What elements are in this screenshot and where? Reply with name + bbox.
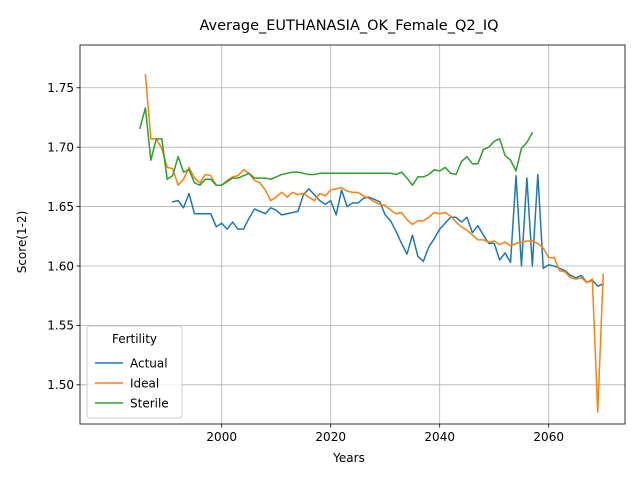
y-tick-label: 1.75 xyxy=(47,81,74,95)
legend-title: Fertility xyxy=(112,332,157,346)
series-layer xyxy=(139,73,605,413)
grid xyxy=(80,45,625,424)
y-tick-label: 1.70 xyxy=(47,140,74,154)
y-tick-label: 1.50 xyxy=(47,378,74,392)
x-tick-label: 2000 xyxy=(206,430,237,444)
x-tick-label: 2040 xyxy=(424,430,455,444)
y-tick-label: 1.55 xyxy=(47,319,74,333)
legend: Fertility Actual Ideal Sterile xyxy=(86,325,183,419)
x-tick-label: 2060 xyxy=(533,430,564,444)
series-line-sterile xyxy=(139,107,534,186)
y-tick-label: 1.60 xyxy=(47,259,74,273)
y-axis-label: Score(1-2) xyxy=(15,211,29,274)
chart-title: Average_EUTHANASIA_OK_Female_Q2_IQ xyxy=(199,18,498,34)
x-tick-label: 2020 xyxy=(315,430,346,444)
legend-label-sterile: Sterile xyxy=(130,396,169,410)
x-axis: 2000 2020 2040 2060 xyxy=(206,424,564,444)
legend-box xyxy=(86,325,183,419)
x-axis-label: Years xyxy=(332,451,365,465)
legend-label-ideal: Ideal xyxy=(130,376,159,390)
series-line-actual xyxy=(171,173,605,287)
y-axis: 1.50 1.55 1.60 1.65 1.70 1.75 xyxy=(47,81,80,392)
y-tick-label: 1.65 xyxy=(47,200,74,214)
legend-label-actual: Actual xyxy=(130,356,168,370)
plot-frame xyxy=(79,44,626,425)
